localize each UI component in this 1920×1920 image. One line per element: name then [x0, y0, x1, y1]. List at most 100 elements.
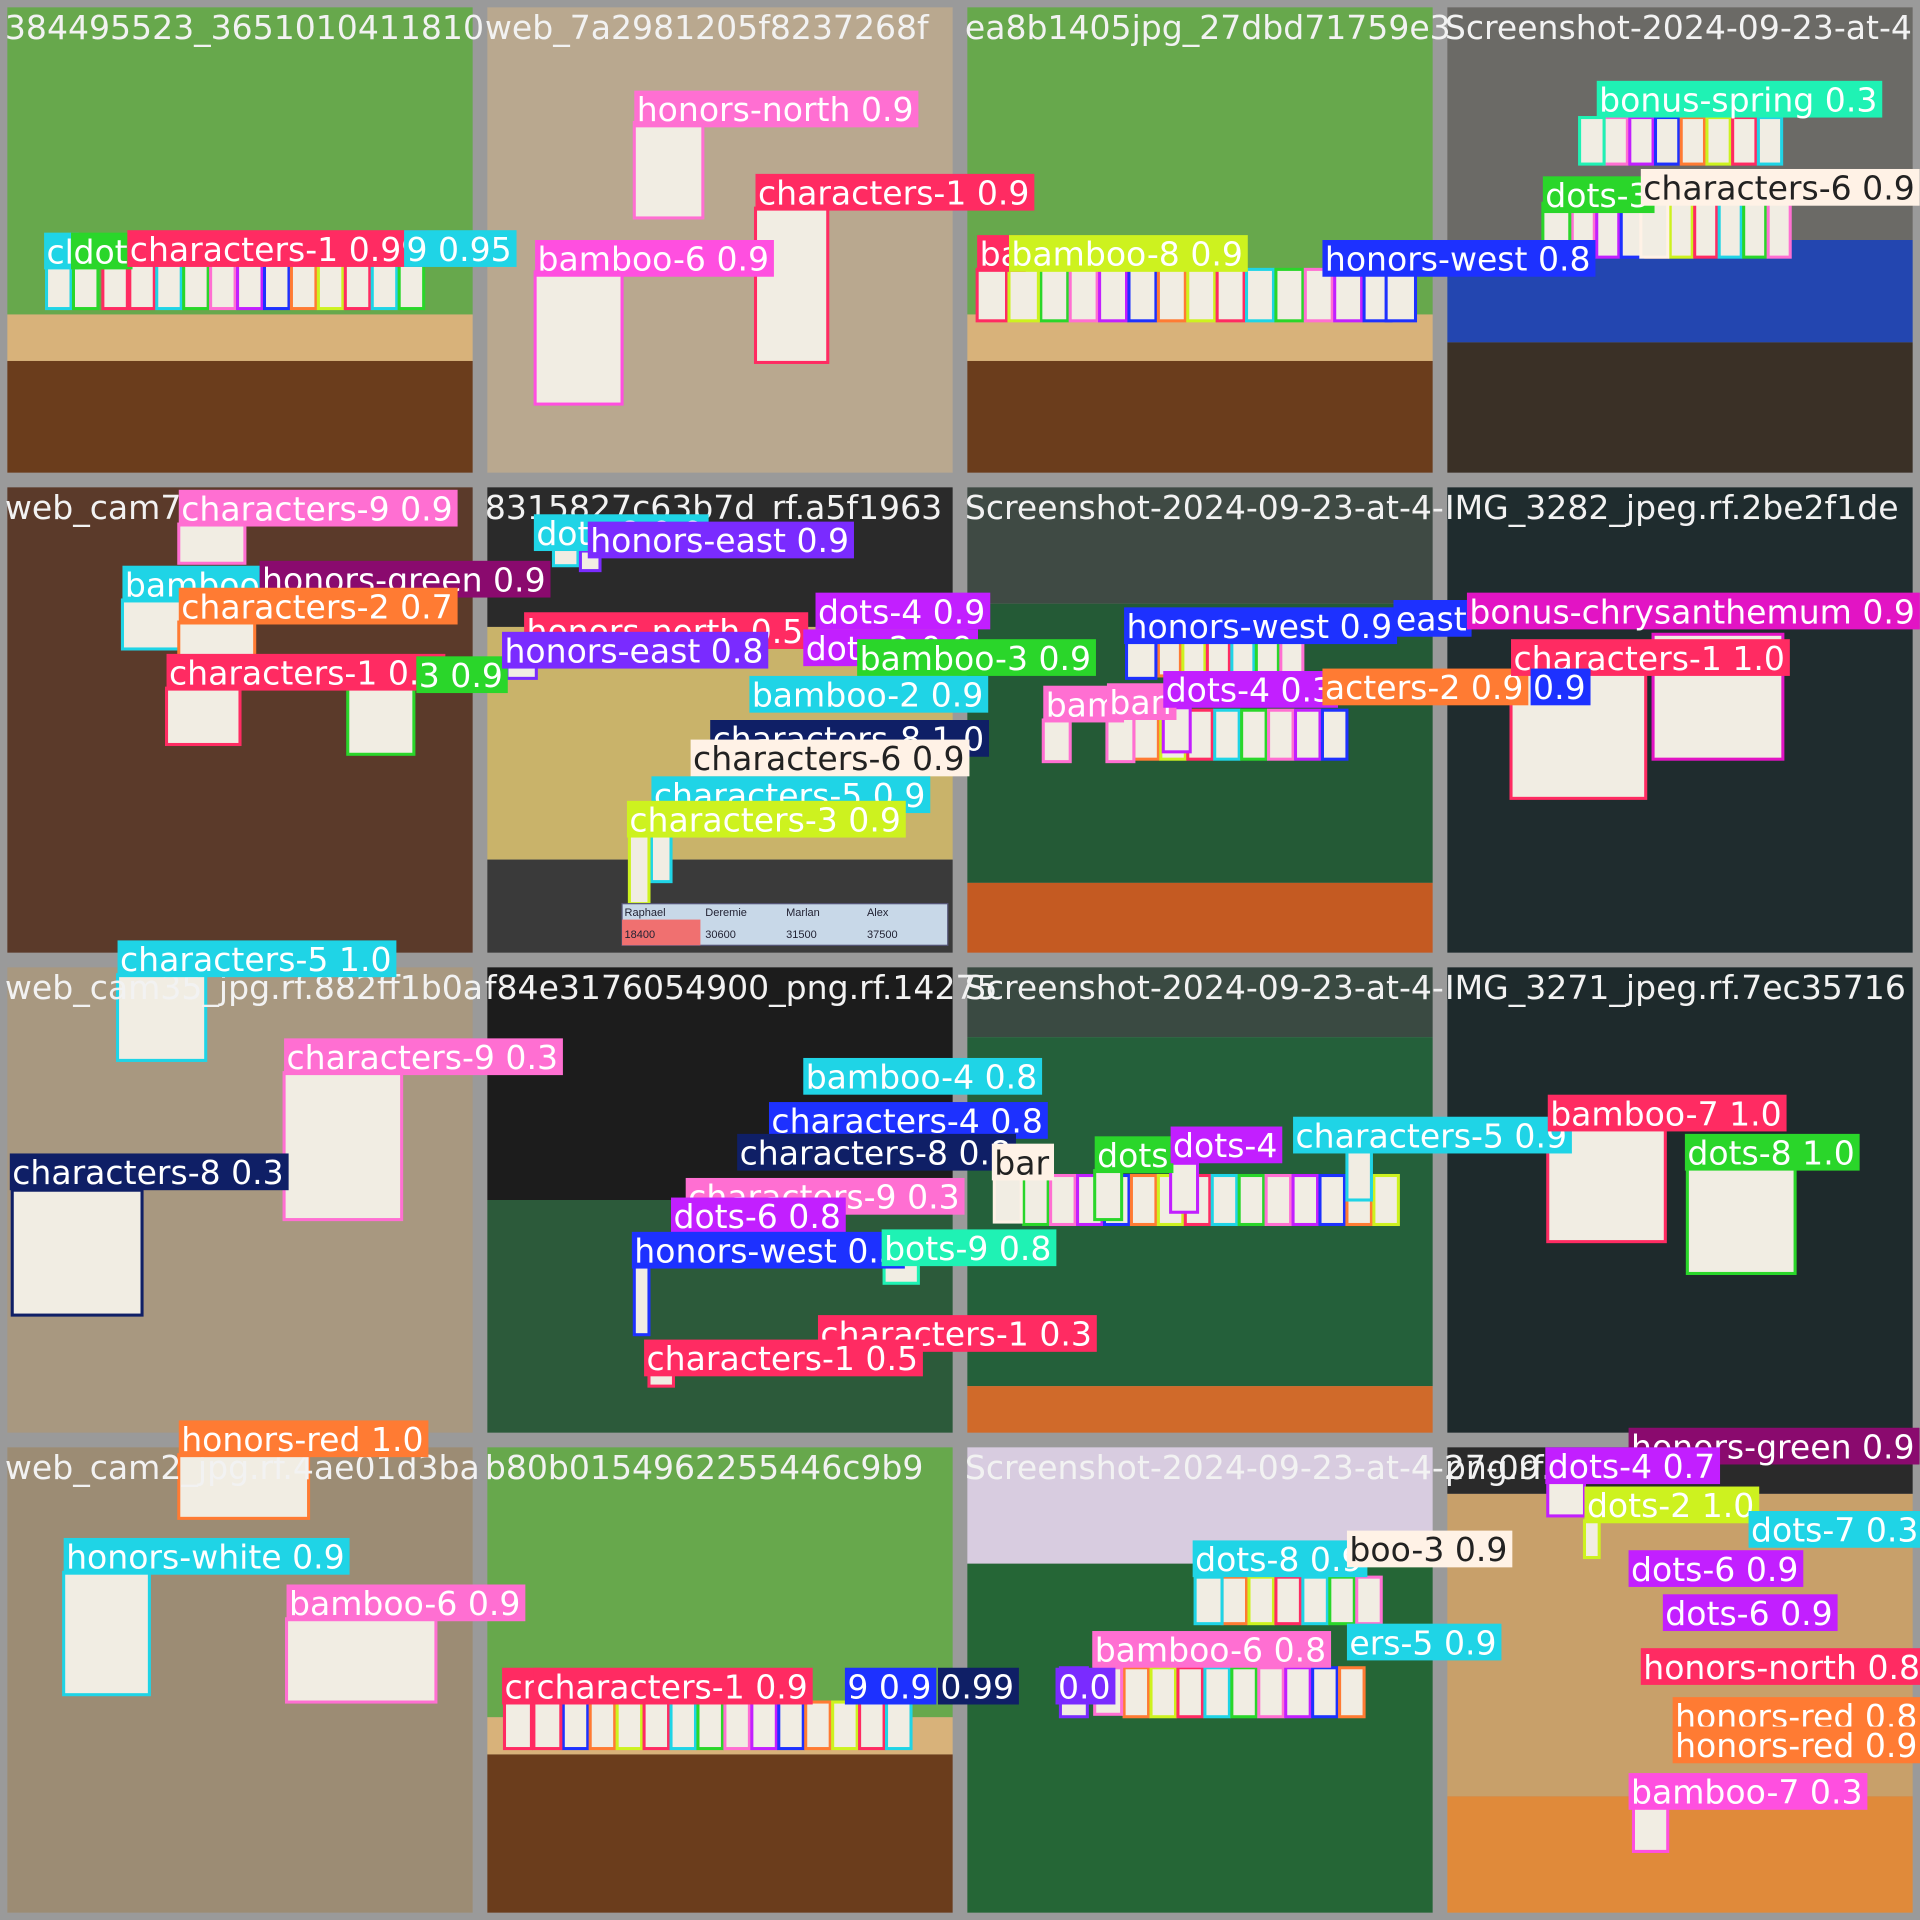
detection-label: honors-west 0.3 [631, 1231, 905, 1270]
label-text: dots-4 0.7 [1548, 1447, 1715, 1486]
label-text: bamboo-3 0.9 [860, 639, 1091, 678]
label-background [631, 1231, 905, 1269]
label-background [1055, 1667, 1116, 1705]
detection-label: bamboo-7 1.0 [1547, 1094, 1787, 1133]
label-text: characters-5 1.0 [120, 940, 391, 979]
detection-box [282, 1071, 404, 1222]
detection-label: characters-1 0.99 [127, 230, 428, 269]
tile-piece [1717, 201, 1743, 259]
label-text: dots-4 0.3 [1166, 671, 1333, 710]
label-background [1293, 1116, 1572, 1154]
tile-piece [1628, 116, 1655, 166]
detection-label: characters-6 0.9 [690, 739, 970, 778]
label-text: honors-east 0.9 [590, 521, 849, 560]
detection-label: bamboo-6 0.9 [535, 240, 774, 279]
label-background [768, 1102, 1048, 1139]
label-background [178, 1420, 429, 1458]
detection-label: dots-8 1.0 [1684, 1133, 1860, 1172]
label-background [644, 1339, 923, 1377]
detection-label: boo-3 0.9 [1346, 1530, 1513, 1569]
tile-piece [1247, 1575, 1275, 1626]
tile-piece [1756, 116, 1784, 166]
label-background [178, 587, 458, 625]
detection-box [975, 267, 1009, 323]
label-background [1628, 1773, 1868, 1810]
label-text: characters-8 0.8 [740, 1133, 1011, 1172]
label-background [1322, 240, 1596, 277]
tile-piece [1338, 1666, 1366, 1719]
label-text: cr [504, 1667, 536, 1706]
detection-label: characters-5 0.9 [1293, 1116, 1572, 1155]
detection-label: characters-5 1.0 [117, 940, 397, 979]
image-filename: ea8b1405jpg_27dbd71759e3 [965, 8, 1451, 47]
detection-label: dots-4 [1170, 1126, 1283, 1165]
tile-piece [209, 262, 237, 311]
detection-label: honors-white 0.9 [63, 1538, 350, 1577]
label-text: bar [994, 1143, 1049, 1182]
label-background [755, 173, 1035, 211]
tile-piece [1693, 201, 1719, 259]
tile-piece [1303, 267, 1334, 323]
label-background [1346, 1530, 1513, 1568]
detection-label: bamboo-6 0.9 [286, 1584, 526, 1623]
label-text: honors-north 0.8 [1643, 1648, 1920, 1687]
label-text: 0.0 [1058, 1667, 1111, 1706]
label-background [634, 90, 919, 128]
detection-box [10, 1188, 144, 1317]
tile-piece [1127, 267, 1158, 323]
label-text: east [1396, 600, 1467, 639]
tile-piece [1301, 1575, 1329, 1626]
tile-piece [1215, 267, 1246, 323]
detection-label: ban [1106, 683, 1177, 722]
tile-piece [1186, 708, 1214, 761]
detection-label: characters-3 0.9 [626, 800, 906, 839]
tile-piece [316, 262, 345, 311]
label-text: ban [1109, 683, 1171, 722]
tile-piece [1213, 708, 1241, 761]
tile-image [7, 314, 473, 361]
tile-piece [1679, 116, 1707, 166]
scoreboard-name: Alex [867, 907, 889, 919]
detection-box [502, 1700, 533, 1751]
label-text: dots-6 0.8 [673, 1197, 840, 1236]
label-background [1124, 607, 1398, 645]
detection-label: 0.99 [937, 1667, 1019, 1706]
label-text: bonus-chrysanthemum 0.9 [1469, 592, 1915, 631]
label-background [117, 940, 397, 978]
tile-piece [1039, 267, 1070, 323]
detection-label: dots-2 1.0 [1584, 1486, 1760, 1525]
detection-box [101, 262, 129, 311]
tile-piece [1240, 708, 1268, 761]
label-background [1640, 168, 1920, 206]
label-background [1192, 1540, 1368, 1578]
detection-box [1345, 1149, 1373, 1202]
tile-piece [858, 1700, 886, 1751]
image-filename: 384495523_3651010411810 [5, 8, 484, 47]
label-text: ers-5 0.9 [1349, 1623, 1496, 1662]
tile-piece [1355, 1575, 1383, 1626]
label-text: 3 0.9 [419, 656, 503, 695]
label-text: dot [73, 232, 127, 271]
tile-piece [885, 1700, 913, 1751]
label-background [587, 521, 854, 559]
detection-box [116, 973, 208, 1062]
detection-box [165, 686, 242, 747]
detection-label: 9 0.95 [404, 230, 517, 269]
label-background [671, 1197, 846, 1235]
scoreboard-name: Deremie [705, 907, 747, 919]
detection-label: 9 0.9 [844, 1667, 937, 1706]
detection-box [1631, 1805, 1670, 1853]
label-text: bamboo-6 0.9 [538, 240, 769, 279]
detection-box [532, 1700, 563, 1751]
tile-piece [370, 262, 399, 311]
detection-box [1169, 1161, 1200, 1214]
tile-piece [1668, 201, 1694, 259]
label-background [1684, 1133, 1860, 1171]
label-text: honors-red 0.9 [1675, 1726, 1917, 1765]
detection-label: bar [991, 1143, 1055, 1182]
tile-piece [831, 1700, 859, 1751]
detection-label: bonus-spring 0.3 [1596, 80, 1883, 119]
label-background [1748, 1511, 1920, 1548]
label-text: characters-1 0.9 [536, 1667, 807, 1706]
label-text: honors-east 0.8 [504, 631, 763, 670]
